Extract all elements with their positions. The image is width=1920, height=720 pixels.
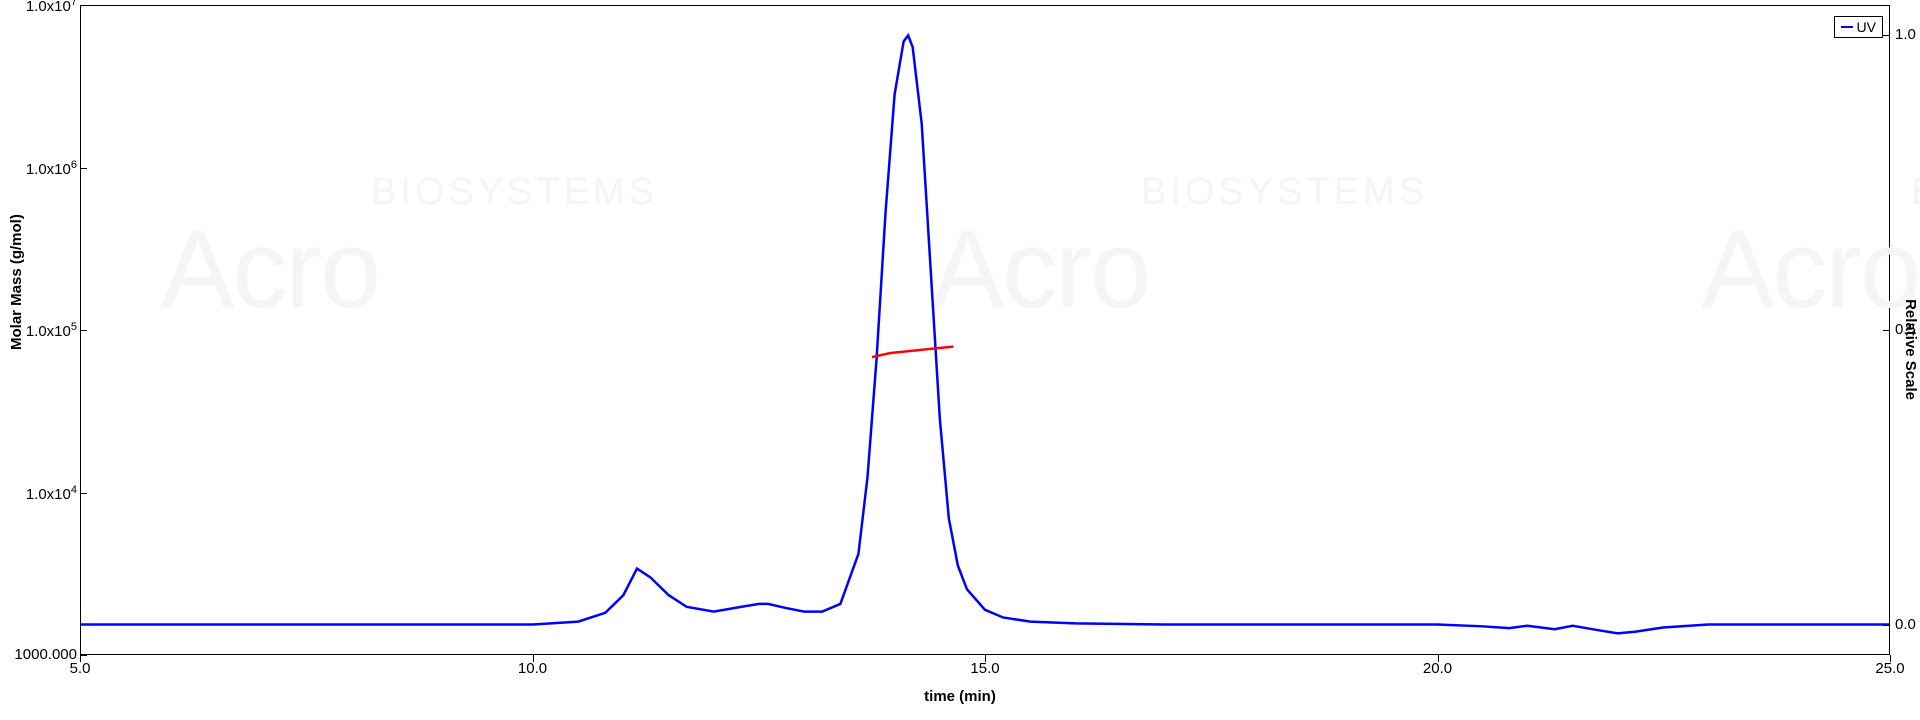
y-left-tick-label: 1.0x105: [26, 321, 77, 340]
plot-area: BIOSYSTEMSAcroBIOSYSTEMSAcroBIOSYSTEMSAc…: [80, 5, 1890, 655]
y-axis-left-label: Molar Mass (g/mol): [8, 214, 25, 350]
y-left-tick: [80, 330, 87, 331]
legend: UV: [1834, 16, 1883, 38]
y-right-tick-label: 0.5: [1895, 321, 1916, 338]
legend-label-uv: UV: [1857, 19, 1876, 35]
y-left-tick: [80, 168, 87, 169]
x-tick-label: 20.0: [1423, 660, 1452, 677]
y-left-tick-label: 1.0x106: [26, 159, 77, 178]
y-left-tick-label: 1.0x107: [26, 0, 77, 15]
uv-trace: [81, 35, 1889, 633]
x-tick-label: 15.0: [970, 660, 999, 677]
watermark-sub: BIOSYSTEMS: [1911, 171, 1920, 214]
x-tick-label: 25.0: [1875, 660, 1904, 677]
molar-mass-trace: [872, 347, 953, 358]
y-right-tick-label: 1.0: [1895, 26, 1916, 43]
chromatogram-chart: BIOSYSTEMSAcroBIOSYSTEMSAcroBIOSYSTEMSAc…: [80, 5, 1890, 655]
y-right-tick: [1883, 625, 1890, 626]
x-tick-label: 5.0: [70, 660, 91, 677]
y-right-tick: [1883, 35, 1890, 36]
x-axis-label: time (min): [924, 688, 996, 705]
y-left-tick-label: 1.0x104: [26, 484, 77, 503]
chart-svg: [81, 6, 1889, 654]
x-tick-label: 10.0: [518, 660, 547, 677]
legend-line-uv: [1841, 26, 1853, 28]
y-left-tick-label: 1000.000: [14, 646, 77, 663]
y-axis-right-label: Relative Scale: [1902, 299, 1919, 400]
y-right-tick-label: 0.0: [1895, 616, 1916, 633]
y-left-tick: [80, 655, 87, 656]
y-left-tick: [80, 493, 87, 494]
y-left-tick: [80, 5, 87, 6]
y-right-tick: [1883, 330, 1890, 331]
